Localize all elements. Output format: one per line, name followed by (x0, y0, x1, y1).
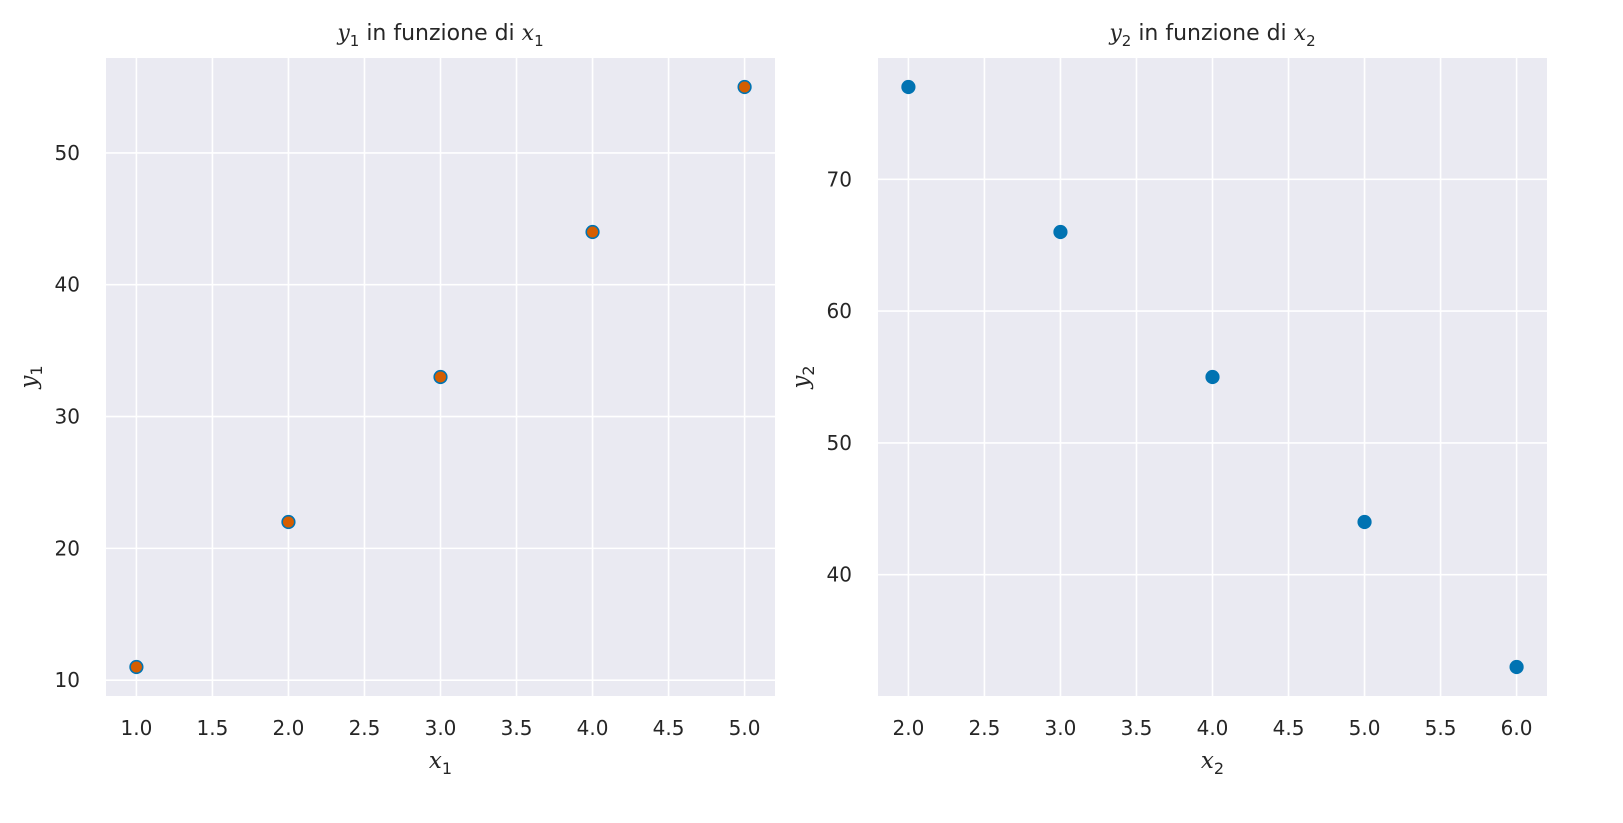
y-tick-label: 60 (827, 299, 852, 323)
x-tick-label: 5.5 (1425, 716, 1457, 740)
x-tick-label: 2.0 (273, 716, 305, 740)
x-tick-label: 5.0 (729, 716, 761, 740)
data-point (281, 514, 296, 530)
data-point (1509, 659, 1524, 675)
x-axis-label: x2 (1201, 748, 1224, 778)
chart-left: 1.0 1.5 2.0 2.5 3.0 3.5 4.0 4.5 5.0 10 20 30 40 50 y1 … (16, 21, 775, 778)
x-tick-label: 6.0 (1501, 716, 1533, 740)
y-tick-label: 50 (827, 431, 852, 455)
chart-right: 2.0 2.5 3.0 3.5 4.0 4.5 5.0 5.5 6.0 40 50 60 70 y2 in… (788, 21, 1547, 778)
y-tick-label: 10 (55, 668, 80, 692)
data-point (1053, 224, 1068, 240)
chart-title: y1 in funzione di x1 (336, 21, 543, 50)
y-tick-label: 40 (827, 563, 852, 587)
x-tick-label: 3.0 (1045, 716, 1077, 740)
x-tick-label: 2.5 (969, 716, 1001, 740)
x-tick-label: 5.0 (1349, 716, 1381, 740)
x-axis-label: x1 (429, 748, 452, 778)
x-tick-label: 1.0 (121, 716, 153, 740)
data-point (737, 79, 752, 95)
x-tick-label: 4.5 (653, 716, 685, 740)
y-tick-label: 30 (55, 405, 80, 429)
data-point (901, 79, 916, 95)
y-axis-label: y2 (788, 365, 818, 389)
y-axis-label: y1 (16, 365, 46, 389)
y-tick-label: 40 (55, 273, 80, 297)
chart-title: y2 in funzione di x2 (1108, 21, 1315, 50)
data-point (433, 369, 448, 385)
x-tick-label: 3.5 (1121, 716, 1153, 740)
y-tick-label: 50 (55, 141, 80, 165)
data-point (585, 224, 600, 240)
x-tick-label: 1.5 (197, 716, 229, 740)
x-tick-label: 3.5 (501, 716, 533, 740)
data-point (1205, 369, 1220, 385)
x-tick-label: 2.0 (893, 716, 925, 740)
y-tick-label: 20 (55, 536, 80, 560)
x-tick-label: 4.0 (577, 716, 609, 740)
x-tick-label: 2.5 (349, 716, 381, 740)
data-point (129, 659, 144, 675)
x-tick-label: 4.5 (1273, 716, 1305, 740)
y-tick-label: 70 (827, 167, 852, 191)
data-point (1357, 514, 1372, 530)
x-tick-label: 4.0 (1197, 716, 1229, 740)
x-tick-label: 3.0 (425, 716, 457, 740)
